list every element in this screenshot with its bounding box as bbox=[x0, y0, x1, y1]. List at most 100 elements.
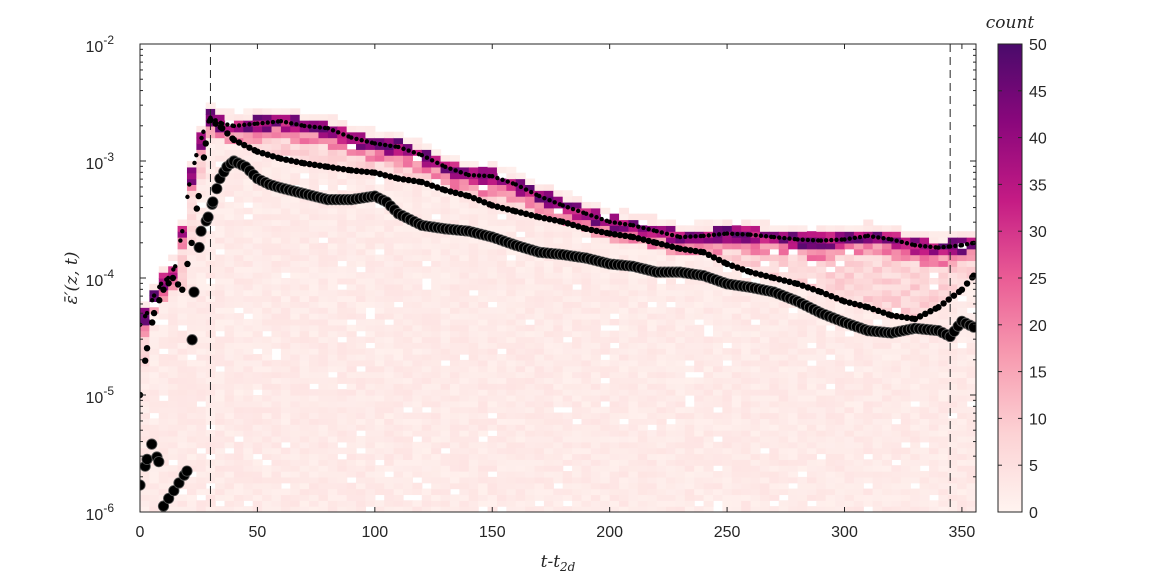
heatmap-cell bbox=[853, 500, 864, 507]
heatmap-cell bbox=[468, 395, 479, 402]
heatmap-cell bbox=[741, 441, 752, 449]
heatmap-cell bbox=[412, 172, 423, 180]
heatmap-cell bbox=[299, 435, 310, 443]
heatmap-cell bbox=[271, 149, 282, 156]
heatmap-cell bbox=[694, 476, 705, 484]
heatmap-cell bbox=[525, 465, 536, 472]
heatmap-cell bbox=[637, 359, 648, 367]
heatmap-cell bbox=[252, 272, 263, 279]
heatmap-cell bbox=[205, 313, 216, 320]
heatmap-cell bbox=[215, 295, 226, 302]
heatmap-cell bbox=[957, 424, 968, 431]
heatmap-cell bbox=[534, 318, 545, 326]
heatmap-cell bbox=[346, 389, 357, 396]
heatmap-cell bbox=[788, 389, 799, 396]
data-point bbox=[829, 237, 834, 243]
heatmap-cell bbox=[872, 225, 883, 232]
heatmap-cell bbox=[318, 482, 329, 490]
heatmap-cell bbox=[947, 494, 958, 501]
heatmap-cell bbox=[957, 278, 968, 285]
heatmap-cell bbox=[590, 506, 601, 512]
heatmap-cell bbox=[290, 172, 301, 180]
heatmap-cell bbox=[346, 237, 357, 244]
heatmap-cell bbox=[759, 435, 770, 443]
heatmap-cell bbox=[393, 260, 404, 267]
heatmap-cell bbox=[506, 418, 517, 425]
heatmap-cell bbox=[731, 336, 742, 343]
heatmap-cell bbox=[910, 371, 921, 379]
heatmap-cell bbox=[534, 471, 545, 478]
heatmap-cell bbox=[421, 348, 432, 355]
heatmap-cell bbox=[750, 371, 761, 379]
heatmap-cell bbox=[712, 412, 723, 419]
heatmap-cell bbox=[149, 476, 160, 484]
heatmap-cell bbox=[374, 272, 385, 279]
heatmap-cell bbox=[384, 149, 395, 156]
heatmap-cell bbox=[374, 435, 385, 443]
heatmap-cell bbox=[365, 231, 376, 238]
heatmap-cell bbox=[891, 406, 902, 414]
heatmap-cell bbox=[553, 260, 564, 267]
heatmap-cell bbox=[384, 225, 395, 232]
heatmap-cell bbox=[872, 441, 883, 449]
heatmap-cell bbox=[487, 465, 498, 472]
heatmap-cell bbox=[318, 114, 329, 121]
heatmap-cell bbox=[797, 266, 808, 273]
heatmap-cell bbox=[243, 435, 254, 443]
heatmap-cell bbox=[506, 500, 517, 507]
heatmap-cell bbox=[421, 324, 432, 332]
heatmap-cell bbox=[186, 242, 197, 250]
heatmap-cell bbox=[243, 412, 254, 419]
heatmap-cell bbox=[947, 272, 958, 279]
heatmap-cell bbox=[337, 500, 348, 507]
heatmap-cell bbox=[327, 441, 338, 449]
heatmap-cell bbox=[788, 260, 799, 267]
heatmap-cell bbox=[741, 342, 752, 349]
heatmap-cell bbox=[140, 418, 150, 425]
heatmap-cell bbox=[459, 301, 470, 308]
heatmap-cell bbox=[393, 465, 404, 472]
heatmap-cell bbox=[900, 342, 911, 349]
heatmap-cell bbox=[947, 342, 958, 349]
heatmap-cell bbox=[816, 424, 827, 431]
heatmap-cell bbox=[938, 389, 949, 396]
heatmap-cell bbox=[262, 465, 273, 472]
heatmap-cell bbox=[891, 441, 902, 449]
data-point bbox=[150, 309, 158, 317]
heatmap-cell bbox=[290, 400, 301, 408]
heatmap-cell bbox=[619, 342, 630, 349]
heatmap-cell bbox=[844, 500, 855, 507]
heatmap-cell bbox=[957, 430, 968, 437]
heatmap-cell bbox=[318, 318, 329, 326]
heatmap-cell bbox=[506, 400, 517, 408]
heatmap-cell bbox=[252, 318, 263, 326]
heatmap-cell bbox=[280, 125, 291, 133]
heatmap-cell bbox=[365, 301, 376, 308]
heatmap-cell bbox=[271, 272, 282, 279]
heatmap-cell bbox=[487, 196, 498, 203]
heatmap-cell bbox=[788, 430, 799, 437]
heatmap-cell bbox=[806, 354, 817, 361]
heatmap-cell bbox=[496, 342, 507, 349]
heatmap-cell bbox=[957, 406, 968, 414]
heatmap-cell bbox=[722, 348, 733, 355]
heatmap-cell bbox=[177, 336, 188, 343]
heatmap-cell bbox=[609, 412, 620, 419]
heatmap-cell bbox=[468, 389, 479, 396]
heatmap-cell bbox=[431, 272, 442, 279]
heatmap-cell bbox=[572, 330, 583, 338]
heatmap-cell bbox=[647, 476, 658, 484]
heatmap-cell bbox=[224, 430, 235, 437]
heatmap-cell bbox=[590, 441, 601, 449]
heatmap-cell bbox=[346, 494, 357, 501]
heatmap-cell bbox=[412, 201, 423, 209]
heatmap-cell bbox=[525, 494, 536, 501]
heatmap-cell bbox=[365, 330, 376, 338]
heatmap-cell bbox=[280, 359, 291, 367]
heatmap-cell bbox=[722, 476, 733, 484]
heatmap-cell bbox=[140, 395, 150, 402]
heatmap-cell bbox=[243, 225, 254, 232]
heatmap-cell bbox=[929, 506, 940, 512]
heatmap-cell bbox=[459, 207, 470, 215]
heatmap-cell bbox=[374, 324, 385, 332]
